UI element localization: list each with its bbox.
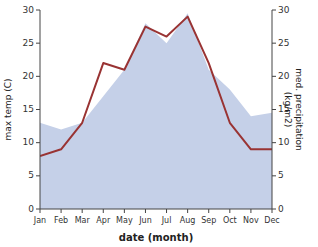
y2-axis-label: med. precipitation(kg/m2)	[283, 68, 304, 150]
x-tick	[124, 209, 125, 213]
y-tick-label: 15	[23, 104, 34, 114]
y2-tick	[272, 10, 276, 11]
y2-tick	[272, 43, 276, 44]
x-tick-label: Jul	[161, 216, 172, 225]
y-tick	[36, 109, 40, 110]
x-axis-label: date (month)	[119, 232, 193, 243]
y-tick-label: 0	[28, 204, 34, 214]
x-tick-label: Jan	[33, 216, 46, 225]
x-tick	[272, 209, 273, 213]
y-axis-label: max temp (C)	[3, 78, 13, 140]
y-tick-label: 10	[23, 137, 35, 147]
x-tick-label: Oct	[223, 216, 237, 225]
x-tick-label: Nov	[243, 216, 259, 225]
y2-tick-label: 10	[278, 137, 290, 147]
y2-axis-label-line: med. precipitation	[294, 68, 304, 150]
x-tick	[82, 209, 83, 213]
y-tick-label: 30	[23, 5, 35, 15]
y2-tick-label: 30	[278, 5, 290, 15]
x-tick-label: Feb	[54, 216, 68, 225]
x-tick-label: Sep	[201, 216, 216, 225]
x-tick-label: Mar	[75, 216, 91, 225]
x-tick	[187, 209, 188, 213]
y2-tick-label: 25	[278, 38, 289, 48]
x-tick-label: Aug	[180, 216, 196, 225]
x-tick-label: Jun	[138, 216, 152, 225]
y-tick	[36, 76, 40, 77]
x-tick	[166, 209, 167, 213]
x-tick	[61, 209, 62, 213]
y-tick	[36, 209, 40, 210]
y2-tick-label: 20	[278, 71, 290, 81]
y2-tick-label: 5	[278, 170, 284, 180]
y2-tick	[272, 142, 276, 143]
plot-area	[40, 13, 272, 209]
y-tick	[36, 142, 40, 143]
y2-axis-label-line: (kg/m2)	[283, 92, 293, 127]
x-tick-label: May	[116, 216, 133, 225]
y-tick-label: 25	[23, 38, 34, 48]
precip-area	[40, 13, 272, 209]
chart: 051015202530051015202530JanFebMarAprMayJ…	[0, 0, 318, 247]
x-tick-label: Dec	[264, 216, 279, 225]
y-tick-label: 20	[23, 71, 35, 81]
x-tick	[40, 209, 41, 213]
x-tick	[145, 209, 146, 213]
y-tick	[36, 43, 40, 44]
x-tick	[250, 209, 251, 213]
temp-line	[40, 17, 272, 156]
x-tick	[208, 209, 209, 213]
y2-tick	[272, 109, 276, 110]
x-axis-line	[40, 209, 272, 210]
y-tick	[36, 175, 40, 176]
y2-tick-label: 0	[278, 204, 284, 214]
x-tick	[103, 209, 104, 213]
y2-tick	[272, 76, 276, 77]
y-tick-label: 5	[28, 170, 34, 180]
x-tick-label: Apr	[96, 216, 111, 225]
y2-tick	[272, 175, 276, 176]
y2-tick	[272, 209, 276, 210]
y-tick	[36, 10, 40, 11]
x-tick	[229, 209, 230, 213]
